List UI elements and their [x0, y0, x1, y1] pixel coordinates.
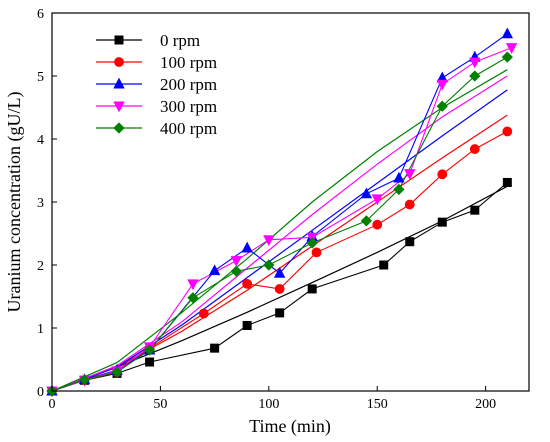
data-point [505, 43, 518, 54]
legend-label: 300 rpm [160, 97, 217, 116]
legend-marker [113, 101, 125, 113]
y-tick-label: 1 [37, 322, 44, 337]
data-point [242, 278, 253, 289]
data-point [502, 126, 513, 137]
y-tick-label: 4 [37, 133, 44, 148]
data-point [241, 241, 253, 253]
data-point [360, 215, 373, 227]
data-point [393, 183, 405, 196]
data-point [436, 79, 448, 91]
fit-curve-2 [51, 89, 508, 392]
y-tick-label: 3 [37, 196, 44, 211]
legend-marker [113, 77, 125, 89]
x-tick-label: 50 [153, 397, 167, 412]
data-point [187, 292, 199, 304]
legend-label: 100 rpm [160, 53, 217, 72]
x-tick-label: 0 [49, 397, 56, 412]
data-point [393, 171, 405, 183]
legend-label: 400 rpm [160, 119, 217, 138]
data-point [208, 264, 221, 276]
y-tick-label: 2 [37, 259, 44, 274]
axis-ticks: 0 50 100 150 200 0 1 2 3 4 5 6 [37, 7, 496, 412]
y-tick-label: 5 [37, 70, 44, 85]
data-point [502, 177, 512, 187]
data-point [469, 70, 481, 82]
data-point [436, 100, 448, 112]
x-tick-label: 200 [475, 397, 496, 412]
data-point [145, 357, 155, 367]
data-point [274, 284, 285, 294]
data-point [437, 217, 447, 227]
data-point [275, 308, 285, 318]
legend-label: 0 rpm [160, 31, 200, 50]
data-point [210, 343, 220, 353]
fit-curve-4 [51, 69, 508, 392]
legend: 0 rpm 100 rpm 200 rpm 300 rpm 400 rpm [96, 31, 217, 138]
data-point [306, 237, 318, 249]
legend-label: 200 rpm [160, 75, 217, 94]
x-tick-label: 150 [367, 397, 388, 412]
plot-frame [51, 12, 530, 392]
data-point [469, 144, 480, 154]
data-point [371, 194, 383, 206]
y-tick-label: 6 [37, 7, 44, 22]
data-point [379, 260, 389, 270]
data-point [230, 256, 242, 267]
data-point [78, 374, 91, 386]
data-point [372, 219, 383, 230]
data-point [501, 27, 514, 39]
y-axis-title: Uranium concentration (gU/L) [4, 92, 25, 313]
data-point [143, 344, 156, 356]
legend-marker [114, 57, 124, 67]
fit-curve-1 [51, 114, 508, 392]
data-point [470, 205, 480, 215]
y-tick-label: 0 [37, 385, 44, 400]
legend-marker [114, 35, 124, 45]
data-point [263, 235, 275, 247]
fit-curve-3 [51, 75, 508, 392]
data-point [405, 237, 415, 247]
data-point [360, 187, 373, 199]
fit-curves [51, 69, 508, 392]
data-point [187, 279, 199, 291]
data-point [263, 259, 275, 271]
series-markers [46, 27, 518, 398]
data-point [404, 169, 416, 180]
data-point [404, 199, 415, 210]
x-tick-label: 100 [258, 397, 279, 412]
data-point [501, 51, 513, 63]
data-point [230, 265, 242, 277]
data-point [469, 57, 481, 69]
x-axis-title: Time (min) [249, 416, 331, 437]
data-point [437, 169, 448, 180]
data-point [242, 320, 252, 330]
data-point [273, 266, 286, 278]
data-point [198, 308, 209, 319]
data-point [311, 247, 322, 258]
data-point [307, 284, 317, 294]
data-point [111, 366, 123, 378]
legend-marker [113, 122, 125, 134]
series-line-1 [51, 130, 508, 392]
